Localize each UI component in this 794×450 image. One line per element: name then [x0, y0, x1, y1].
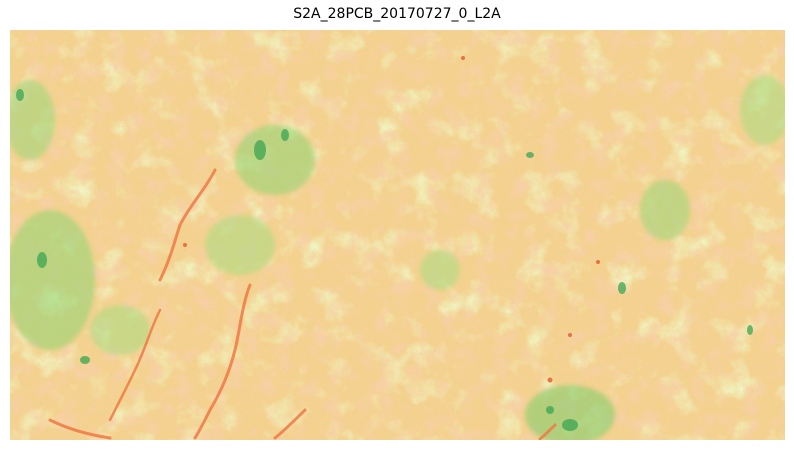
raster-canvas — [10, 30, 785, 440]
dark-green-spots — [16, 89, 753, 431]
green-zones — [10, 75, 785, 440]
red-dots — [183, 56, 600, 383]
dry-channels — [48, 168, 557, 440]
figure-title: S2A_28PCB_20170727_0_L2A — [293, 6, 501, 22]
satellite-image — [10, 30, 785, 440]
